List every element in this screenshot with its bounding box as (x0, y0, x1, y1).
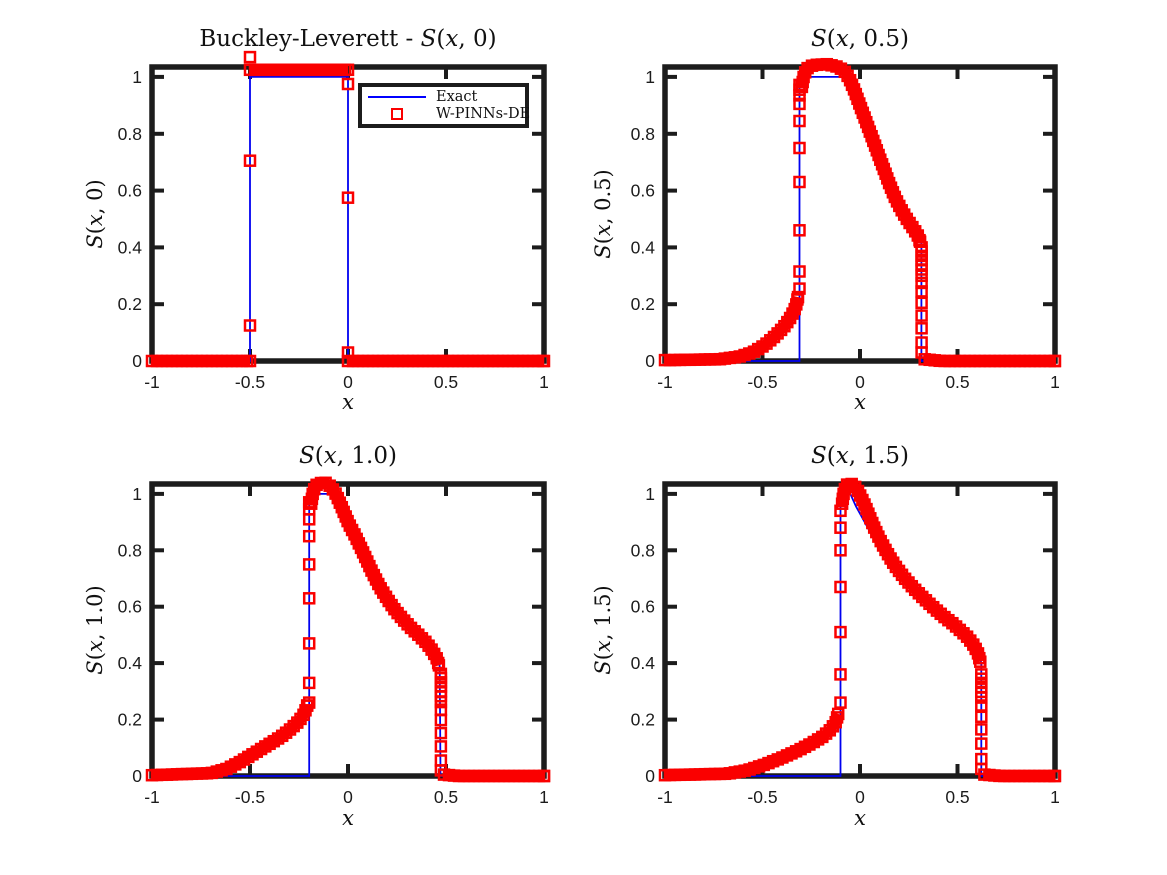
svg-text:0.2: 0.2 (118, 294, 142, 314)
subplot3-title: S(x, 1.0) (299, 443, 397, 469)
svg-text:0.8: 0.8 (118, 540, 142, 560)
svg-text:0.4: 0.4 (118, 653, 143, 673)
svg-text:0: 0 (645, 766, 655, 786)
svg-text:1: 1 (539, 372, 549, 392)
svg-text:0.5: 0.5 (434, 787, 458, 807)
svg-text:0: 0 (132, 766, 142, 786)
legend-label-exact: Exact (436, 88, 478, 105)
legend-label-wpinns: W-PINNs-DE (436, 106, 531, 123)
subplot4-title-math: S(x, 1.5) (811, 443, 909, 469)
tick-labels: -1 -0.5 0 0.5 1 0 0.2 0.4 0.6 0.8 1 (118, 484, 549, 807)
subplot1-xlabel: x (342, 390, 354, 414)
wpinns-markers (658, 57, 1062, 368)
legend-item-wpinns: W-PINNs-DE (364, 106, 530, 124)
svg-text:1: 1 (132, 484, 142, 504)
svg-text:-0.5: -0.5 (235, 787, 265, 807)
axes-box (149, 481, 547, 779)
svg-text:1: 1 (645, 484, 655, 504)
subplot4-title: S(x, 1.5) (811, 443, 909, 469)
svg-text:0.6: 0.6 (118, 597, 142, 617)
subplot2-title: S(x, 0.5) (811, 26, 909, 52)
subplot3-ylabel: S(x, 1.0) (83, 585, 107, 675)
wpinns-square-icon (364, 108, 430, 121)
subplot1-ylabel: S(x, 0) (83, 179, 107, 249)
svg-text:0.4: 0.4 (631, 653, 656, 673)
svg-text:-1: -1 (144, 372, 160, 392)
tick-labels: -1 -0.5 0 0.5 1 0 0.2 0.4 0.6 0.8 1 (631, 484, 1060, 807)
svg-text:-0.5: -0.5 (747, 372, 777, 392)
subplot4-xlabel: x (854, 806, 866, 830)
svg-text:0.2: 0.2 (118, 710, 142, 730)
subplot2-ylabel: S(x, 0.5) (591, 169, 615, 259)
svg-text:0: 0 (645, 351, 655, 371)
subplot3-xlabel: x (342, 806, 354, 830)
exact-line-icon (364, 95, 430, 98)
svg-text:0.6: 0.6 (631, 181, 655, 201)
subplot2-xlabel: x (854, 390, 866, 414)
svg-text:0: 0 (855, 787, 865, 807)
exact-curve (665, 493, 1055, 777)
svg-text:0.8: 0.8 (118, 124, 142, 144)
svg-text:1: 1 (645, 67, 655, 87)
axes-box (662, 481, 1058, 779)
legend-item-exact: Exact (364, 88, 523, 106)
subplot4-ylabel: S(x, 1.5) (591, 585, 615, 675)
svg-text:0: 0 (343, 787, 353, 807)
svg-text:0.8: 0.8 (631, 124, 655, 144)
legend: Exact W-PINNs-DE (358, 83, 530, 128)
svg-text:0.5: 0.5 (434, 372, 458, 392)
tick-labels: -1 -0.5 0 0.5 1 0 0.2 0.4 0.6 0.8 1 (631, 67, 1060, 392)
svg-text:0: 0 (855, 372, 865, 392)
svg-text:1: 1 (539, 787, 549, 807)
wpinns-markers (145, 50, 551, 368)
subplot1-title-prefix: Buckley-Leverett - (199, 26, 421, 52)
subplot1-title: Buckley-Leverett - S(x, 0) (199, 26, 496, 52)
svg-text:0.2: 0.2 (631, 294, 655, 314)
svg-text:1: 1 (1050, 787, 1060, 807)
svg-text:0.8: 0.8 (631, 540, 655, 560)
wpinns-markers (658, 477, 1062, 783)
svg-text:0.6: 0.6 (118, 181, 142, 201)
svg-text:-1: -1 (657, 372, 673, 392)
svg-text:-1: -1 (144, 787, 160, 807)
svg-text:0.2: 0.2 (631, 710, 655, 730)
svg-text:-0.5: -0.5 (747, 787, 777, 807)
svg-text:0: 0 (343, 372, 353, 392)
subplot2-title-math: S(x, 0.5) (811, 26, 909, 52)
subplot3-title-math: S(x, 1.0) (299, 443, 397, 469)
wpinns-markers (145, 476, 551, 783)
svg-text:0.5: 0.5 (945, 372, 969, 392)
svg-text:1: 1 (132, 67, 142, 87)
svg-text:0.4: 0.4 (118, 237, 143, 257)
svg-text:-1: -1 (657, 787, 673, 807)
tick-labels: -1 -0.5 0 0.5 1 0 0.2 0.4 0.6 0.8 1 (118, 67, 549, 392)
svg-text:-0.5: -0.5 (235, 372, 265, 392)
subplot1-title-math: S(x, 0) (420, 26, 497, 52)
svg-text:0: 0 (132, 351, 142, 371)
svg-text:1: 1 (1050, 372, 1060, 392)
svg-text:0.5: 0.5 (945, 787, 969, 807)
svg-text:0.4: 0.4 (631, 237, 656, 257)
svg-text:0.6: 0.6 (631, 597, 655, 617)
